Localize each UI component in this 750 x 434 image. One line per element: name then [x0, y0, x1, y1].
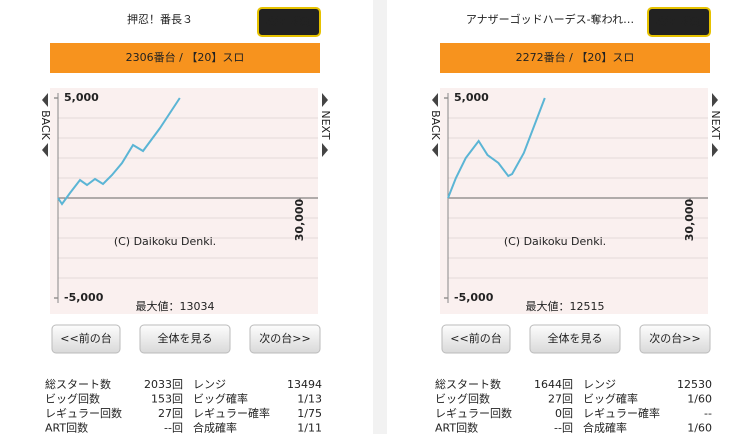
stat-cell: 12530	[677, 378, 712, 391]
stat-cell: レギュラー確率	[583, 406, 660, 420]
data-line	[57, 97, 181, 206]
nav-button[interactable]	[529, 324, 621, 354]
stat-cell: 27回	[548, 393, 573, 406]
axis-button-label[interactable]: 横軸:稼動	[655, 14, 703, 28]
nav-button-label[interactable]: <<前の台	[450, 331, 501, 345]
stat-cell: 2033回	[144, 378, 183, 391]
machine-bar	[50, 43, 320, 73]
watermark: (C) Daikoku Denki.	[504, 235, 606, 248]
stat-cell: --回	[164, 422, 183, 434]
stat-cell: --回	[554, 422, 573, 434]
nav-arrow[interactable]	[42, 93, 48, 107]
stat-cell: 1/60	[687, 393, 712, 406]
stat-cell: 合成確率	[583, 421, 627, 434]
stat-cell: 1/60	[687, 422, 712, 434]
stat-cell: ビッグ確率	[583, 392, 638, 406]
data-line	[447, 97, 546, 199]
stat-cell: レギュラー回数	[435, 407, 512, 420]
watermark: (C) Daikoku Denki.	[114, 235, 216, 248]
stat-cell: 1644回	[534, 378, 573, 391]
nav-button[interactable]	[639, 324, 711, 354]
stat-cell: レギュラー確率	[193, 406, 270, 420]
nav-arrow[interactable]	[432, 93, 438, 107]
stat-cell: 総スタート数	[435, 377, 501, 391]
nav-arrow[interactable]	[322, 93, 328, 107]
nav-button[interactable]	[51, 324, 121, 354]
next-label[interactable]: NEXT	[319, 110, 332, 140]
nav-button-label[interactable]: 次の台>>	[259, 331, 310, 345]
machine-bar	[440, 43, 710, 73]
page-title: アナザーゴッドハーデス-奪われ…	[466, 12, 634, 26]
nav-arrow[interactable]	[42, 143, 48, 157]
nav-button-label[interactable]: 全体を見る	[548, 331, 603, 345]
axis-button[interactable]	[647, 7, 711, 37]
nav-button-label[interactable]: 次の台>>	[649, 331, 700, 345]
y-tick-label: 5,000	[64, 91, 99, 104]
nav-button[interactable]	[139, 324, 231, 354]
machine-label: 2306番台 / 【20】スロ	[126, 50, 245, 64]
stat-cell: 1/11	[297, 422, 322, 434]
stat-cell: --	[704, 407, 712, 420]
max-label: 最大値：12515	[526, 299, 605, 313]
axis-button-label[interactable]: 横軸:稼動	[265, 14, 313, 28]
stat-cell: ART回数	[435, 422, 478, 434]
stat-cell: ビッグ確率	[193, 392, 248, 406]
stat-cell: 13494	[287, 378, 322, 391]
stat-cell: 0回	[555, 407, 573, 420]
y-tick-label: -5,000	[454, 291, 494, 304]
stat-cell: 1/13	[297, 393, 322, 406]
nav-arrow[interactable]	[712, 93, 718, 107]
nav-button[interactable]	[441, 324, 511, 354]
max-label: 最大値：13034	[136, 299, 215, 313]
stat-cell: 1/75	[297, 407, 322, 420]
machine-label: 2272番台 / 【20】スロ	[516, 50, 635, 64]
x-tick-label: 30,000	[683, 198, 696, 241]
y-tick-label: -5,000	[64, 291, 104, 304]
nav-button-label[interactable]: 全体を見る	[158, 331, 213, 345]
stat-cell: 27回	[158, 407, 183, 420]
nav-arrow[interactable]	[712, 143, 718, 157]
stat-cell: 総スタート数	[45, 377, 111, 391]
stat-cell: レンジ	[583, 378, 616, 391]
stat-cell: レギュラー回数	[45, 407, 122, 420]
back-label[interactable]: BACK	[429, 110, 442, 141]
next-label[interactable]: NEXT	[709, 110, 722, 140]
nav-arrow[interactable]	[322, 143, 328, 157]
nav-arrow[interactable]	[432, 143, 438, 157]
nav-button-label[interactable]: <<前の台	[60, 331, 111, 345]
stat-cell: ビッグ回数	[435, 392, 490, 406]
stat-cell: レンジ	[193, 378, 226, 391]
plot-area	[440, 88, 708, 314]
back-label[interactable]: BACK	[39, 110, 52, 141]
axis-button[interactable]	[257, 7, 321, 37]
page-title: 押忍！番長３	[127, 12, 193, 26]
stat-cell: 153回	[151, 393, 183, 406]
nav-button[interactable]	[249, 324, 321, 354]
stat-cell: ビッグ回数	[45, 392, 100, 406]
divider	[373, 0, 387, 434]
y-tick-label: 5,000	[454, 91, 489, 104]
stat-cell: 合成確率	[193, 421, 237, 434]
plot-area	[50, 88, 318, 314]
x-tick-label: 30,000	[293, 198, 306, 241]
stat-cell: ART回数	[45, 422, 88, 434]
